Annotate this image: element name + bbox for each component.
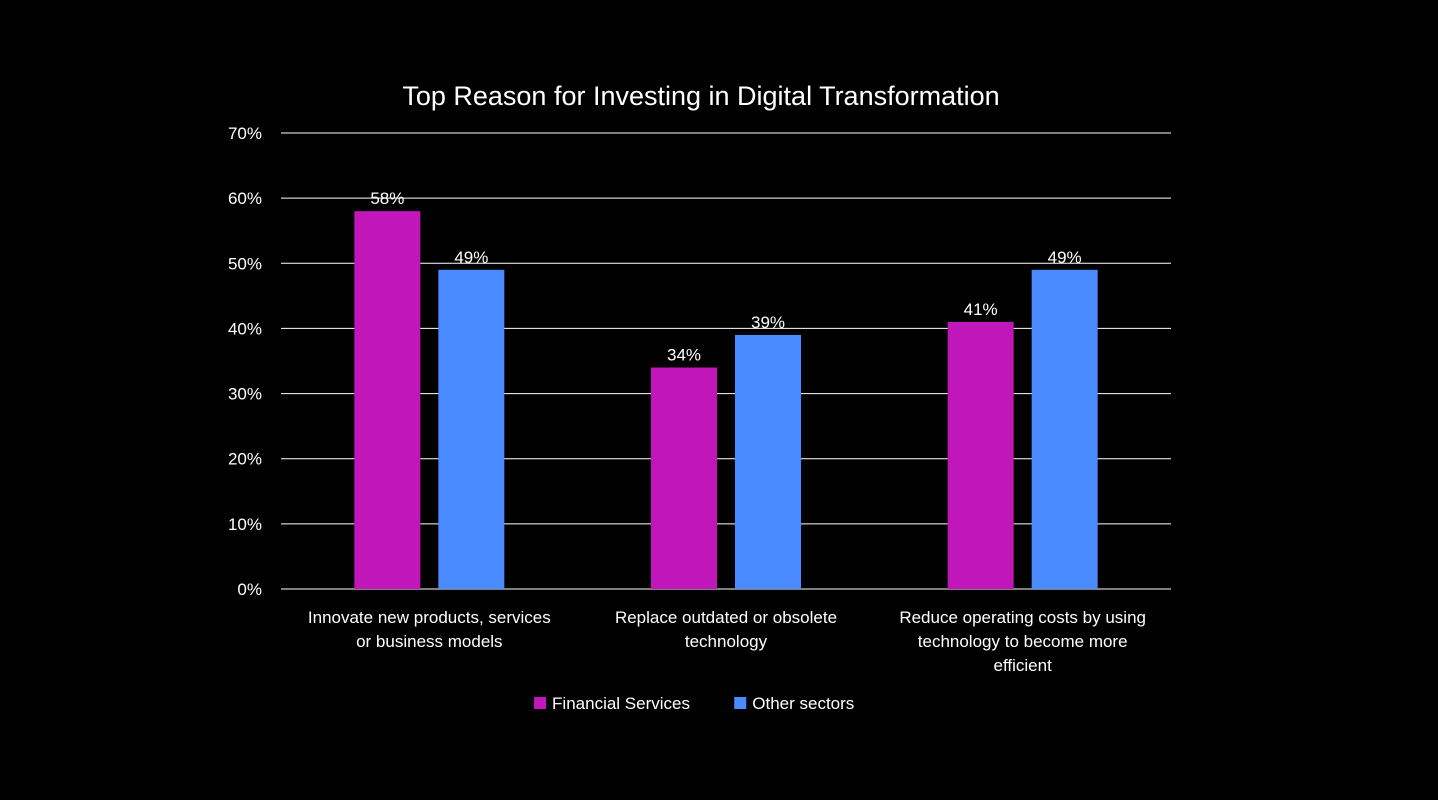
data-label: 39% (751, 313, 785, 332)
legend-label: Financial Services (552, 694, 690, 713)
x-axis-categories: Innovate new products, services or busine… (308, 608, 1146, 675)
bar (651, 367, 717, 589)
x-category-label: Replace outdated or obsolete (615, 608, 837, 627)
x-category-label: technology to become more (918, 632, 1128, 651)
data-labels: 58% 49% 34% 39% 41% 49% (370, 189, 1081, 364)
x-category-label: Innovate new products, services (308, 608, 551, 627)
chart-title: Top Reason for Investing in Digital Tran… (402, 81, 999, 111)
gridlines (281, 132, 1171, 590)
y-tick-label: 20% (228, 450, 262, 469)
data-label: 41% (964, 300, 998, 319)
bar (947, 321, 1014, 589)
y-axis-ticks: 0% 10% 20% 30% 40% 50% 60% 70% (228, 124, 262, 599)
legend-label: Other sectors (752, 694, 854, 713)
data-label: 49% (454, 248, 488, 267)
x-category-label: technology (685, 632, 768, 651)
bar (438, 269, 505, 589)
legend: Financial Services Other sectors (534, 694, 854, 713)
bars (354, 211, 1098, 589)
y-tick-label: 30% (228, 385, 262, 404)
legend-swatch (534, 697, 547, 709)
y-tick-label: 70% (228, 124, 262, 143)
x-category-label: Reduce operating costs by using (899, 608, 1146, 627)
bar (354, 211, 421, 589)
y-tick-label: 50% (228, 254, 262, 273)
y-tick-label: 40% (228, 319, 262, 338)
x-category-label: or business models (356, 632, 502, 651)
y-tick-label: 0% (237, 580, 262, 599)
y-tick-label: 60% (228, 189, 262, 208)
data-label: 58% (370, 189, 404, 208)
legend-swatch (734, 697, 747, 709)
bar (1031, 269, 1098, 589)
y-tick-label: 10% (228, 515, 262, 534)
bar (735, 334, 801, 589)
x-category-label: efficient (994, 656, 1053, 675)
data-label: 34% (667, 346, 701, 365)
data-label: 49% (1048, 248, 1082, 267)
